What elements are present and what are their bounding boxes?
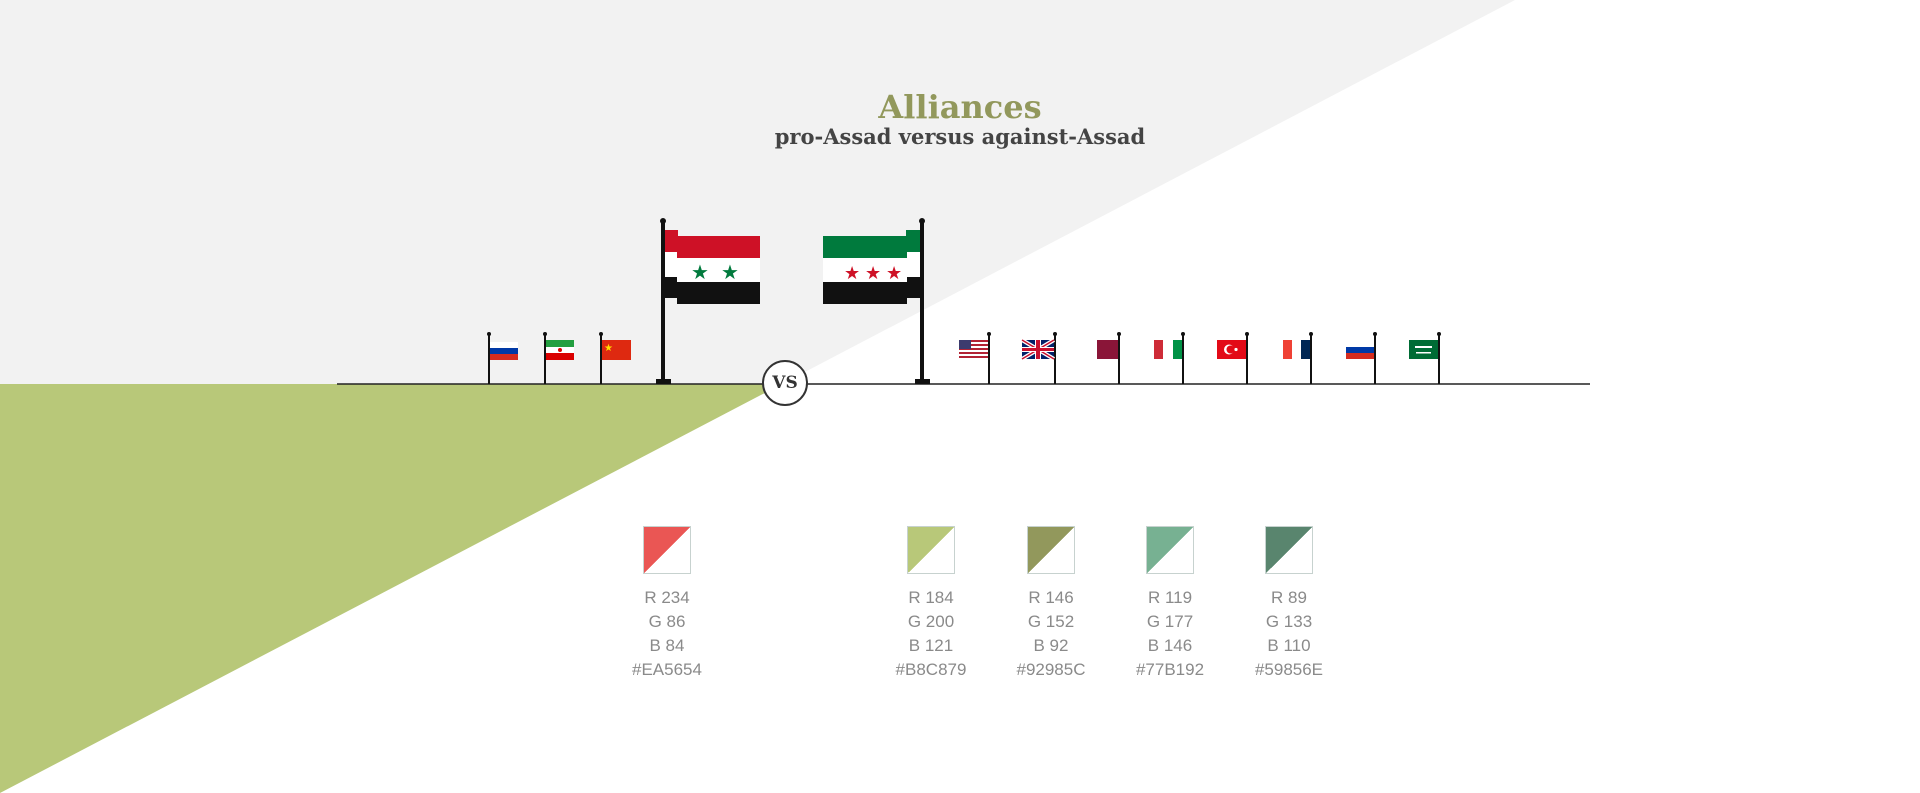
swatch-g-value: G 86 xyxy=(648,612,686,631)
swatch-b-value: B 92 xyxy=(1033,636,1069,655)
swatch-hex-value: #B8C879 xyxy=(895,660,967,679)
uk-flag xyxy=(1020,332,1057,384)
swatch-r-value: R 184 xyxy=(908,588,954,607)
swatch-g-value: G 133 xyxy=(1265,612,1313,631)
swatch-hex-value: #59856E xyxy=(1254,660,1324,679)
swatch-b-value: B 84 xyxy=(649,636,685,655)
vs-badge: VS xyxy=(762,360,808,406)
turkey-flag xyxy=(1217,332,1249,384)
color-swatch: R 89 G 133 B 110 #59856E xyxy=(1234,526,1344,682)
swatch-color-box xyxy=(907,526,955,574)
color-swatch: R 184 G 200 B 121 #B8C879 xyxy=(876,526,986,682)
svg-text:★: ★ xyxy=(691,260,709,284)
svg-text:★: ★ xyxy=(886,263,902,284)
swatch-hex-value: #77B192 xyxy=(1135,660,1205,679)
swatch-b-value: B 110 xyxy=(1267,636,1311,655)
swatch-g-value: G 152 xyxy=(1027,612,1075,631)
swatch-r-value: R 234 xyxy=(644,588,690,607)
swatch-b-value: B 121 xyxy=(908,636,954,655)
russia-flag xyxy=(1346,332,1377,384)
swatch-color-box xyxy=(1146,526,1194,574)
swatch-hex-value: #EA5654 xyxy=(632,660,702,679)
france-flag xyxy=(1283,332,1313,384)
top-grey-wedge xyxy=(0,0,1515,384)
swatch-color-box xyxy=(643,526,691,574)
china-flag: ★ xyxy=(599,332,631,384)
usa-flag xyxy=(959,332,991,384)
svg-text:★: ★ xyxy=(604,343,613,354)
russia-flag xyxy=(487,332,518,384)
swatch-g-value: G 200 xyxy=(907,612,955,631)
color-swatch: R 234 G 86 B 84 #EA5654 xyxy=(612,526,722,682)
page-subtitle: pro-Assad versus against-Assad xyxy=(774,124,1146,149)
svg-text:★: ★ xyxy=(721,260,739,284)
page-title: Alliances xyxy=(878,88,1042,126)
swatch-b-value: B 146 xyxy=(1147,636,1193,655)
saudi-arabia-flag xyxy=(1409,332,1441,384)
color-swatch: R 119 G 177 B 146 #77B192 xyxy=(1115,526,1225,682)
swatch-hex-value: #92985C xyxy=(1016,660,1086,679)
swatch-color-box xyxy=(1265,526,1313,574)
swatch-color-box xyxy=(1027,526,1075,574)
syria-government-flag: ★ ★ xyxy=(656,218,760,384)
syria-opposition-flag: ★ ★ ★ xyxy=(823,218,930,384)
swatch-r-value: R 89 xyxy=(1271,588,1307,607)
swatch-r-value: R 146 xyxy=(1028,588,1074,607)
iran-flag xyxy=(543,332,574,384)
green-wedge xyxy=(0,384,782,793)
swatch-g-value: G 177 xyxy=(1146,612,1194,631)
qatar-flag xyxy=(1097,332,1121,384)
swatch-r-value: R 119 xyxy=(1147,588,1193,607)
italy-flag xyxy=(1154,332,1185,384)
svg-text:★: ★ xyxy=(844,263,860,284)
color-swatch: R 146 G 152 B 92 #92985C xyxy=(996,526,1106,682)
svg-text:★: ★ xyxy=(865,263,881,284)
